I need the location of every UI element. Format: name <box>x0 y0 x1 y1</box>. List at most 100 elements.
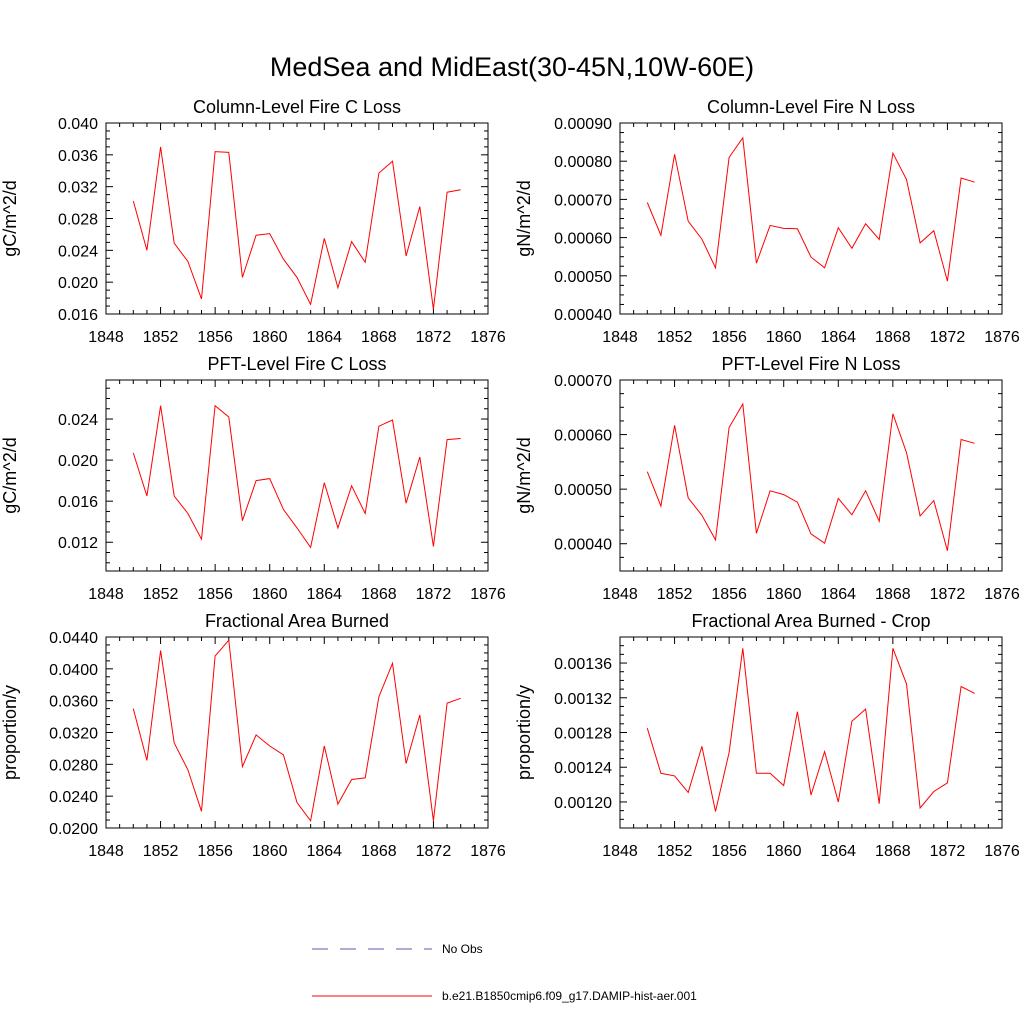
x-tick-label: 1848 <box>602 329 638 346</box>
legend: No Obs b.e21.B1850cmip6.f09_g17.DAMIP-hi… <box>312 942 697 1003</box>
x-tick-label: 1860 <box>766 329 802 346</box>
x-tick-label: 1848 <box>88 843 124 860</box>
x-tick-label: 1852 <box>143 329 179 346</box>
x-tick-label: 1852 <box>657 843 693 860</box>
plot-frame <box>105 379 489 572</box>
x-tick-label: 1864 <box>306 586 342 603</box>
y-tick-label: 0.016 <box>58 307 98 324</box>
x-tick-label: 1868 <box>361 843 397 860</box>
x-tick-label: 1872 <box>416 843 452 860</box>
series-line <box>132 639 461 823</box>
y-tick-label: 0.020 <box>58 453 98 470</box>
x-tick-label: 1876 <box>984 329 1020 346</box>
x-tick-label: 1864 <box>306 329 342 346</box>
x-tick-label: 1868 <box>361 329 397 346</box>
chart-panel: Fractional Area Burned - Crop 1848 1852 185… <box>514 611 1020 860</box>
x-tick-label: 1852 <box>143 586 179 603</box>
y-tick-label: 0.00124 <box>554 760 612 777</box>
y-tick-label: 0.00080 <box>554 154 612 171</box>
x-tick-label: 1868 <box>875 843 911 860</box>
x-tick-label: 1856 <box>197 329 233 346</box>
y-tick-label: 0.012 <box>58 535 98 552</box>
x-tick-label: 1856 <box>197 843 233 860</box>
y-tick-label: 0.024 <box>58 412 98 429</box>
x-tick-label: 1860 <box>252 586 288 603</box>
y-axis-label: gN/m^2/d <box>514 180 534 256</box>
chart-panel: PFT-Level Fire C Loss 1848 1852 1856 1860 186… <box>0 354 506 603</box>
series-line <box>646 136 975 282</box>
y-axis-label: proportion/y <box>0 685 20 780</box>
x-tick-label: 1856 <box>197 586 233 603</box>
series-line <box>132 146 461 310</box>
x-tick-label: 1856 <box>711 586 747 603</box>
y-tick-label: 0.024 <box>58 243 98 260</box>
x-tick-label: 1868 <box>875 329 911 346</box>
x-tick-label: 1856 <box>711 843 747 860</box>
panel-title: Column-Level Fire C Loss <box>193 97 401 117</box>
x-tick-label: 1860 <box>252 843 288 860</box>
chart-panel: PFT-Level Fire N Loss 1848 1852 1856 1860 186… <box>514 354 1020 603</box>
x-tick-label: 1860 <box>252 329 288 346</box>
y-axis-label: gN/m^2/d <box>514 437 534 513</box>
panel-title: PFT-Level Fire C Loss <box>207 354 386 374</box>
x-tick-label: 1860 <box>766 586 802 603</box>
y-tick-label: 0.0280 <box>49 757 98 774</box>
x-tick-label: 1872 <box>416 329 452 346</box>
x-tick-label: 1876 <box>470 329 506 346</box>
series-line <box>646 648 975 812</box>
y-tick-label: 0.00090 <box>554 116 612 133</box>
x-tick-label: 1848 <box>602 586 638 603</box>
y-tick-label: 0.036 <box>58 148 98 165</box>
legend-model-label: b.e21.B1850cmip6.f09_g17.DAMIP-hist-aer.… <box>442 989 697 1003</box>
y-tick-label: 0.00136 <box>554 656 612 673</box>
x-tick-label: 1864 <box>306 843 342 860</box>
panel-title: PFT-Level Fire N Loss <box>721 354 900 374</box>
series-line <box>646 402 975 551</box>
x-tick-label: 1876 <box>470 843 506 860</box>
y-tick-label: 0.00060 <box>554 231 612 248</box>
x-tick-label: 1872 <box>930 843 966 860</box>
y-tick-label: 0.00050 <box>554 269 612 286</box>
y-tick-label: 0.0360 <box>49 694 98 711</box>
x-tick-label: 1872 <box>930 329 966 346</box>
y-tick-label: 0.0440 <box>49 630 98 647</box>
x-tick-label: 1864 <box>820 586 856 603</box>
y-tick-label: 0.028 <box>58 212 98 229</box>
y-tick-label: 0.00070 <box>554 373 612 390</box>
y-tick-label: 0.016 <box>58 494 98 511</box>
x-tick-label: 1872 <box>930 586 966 603</box>
y-tick-label: 0.00050 <box>554 482 612 499</box>
x-tick-label: 1868 <box>361 586 397 603</box>
figure-title: MedSea and MidEast(30-45N,10W-60E) <box>270 52 754 82</box>
y-tick-label: 0.040 <box>58 116 98 133</box>
x-tick-label: 1876 <box>470 586 506 603</box>
panel-title: Fractional Area Burned <box>205 611 389 631</box>
panel-title: Fractional Area Burned - Crop <box>691 611 930 631</box>
x-tick-label: 1876 <box>984 586 1020 603</box>
x-tick-label: 1852 <box>657 586 693 603</box>
y-tick-label: 0.00070 <box>554 192 612 209</box>
x-tick-label: 1856 <box>711 329 747 346</box>
x-tick-label: 1860 <box>766 843 802 860</box>
x-tick-label: 1868 <box>875 586 911 603</box>
y-tick-label: 0.00120 <box>554 795 612 812</box>
legend-obs-label: No Obs <box>442 942 483 956</box>
y-tick-label: 0.00060 <box>554 428 612 445</box>
plot-frame <box>619 122 1003 315</box>
y-tick-label: 0.032 <box>58 180 98 197</box>
chart-panel: Column-Level Fire C Loss 1848 1852 1856 1860… <box>0 97 506 346</box>
x-tick-label: 1852 <box>143 843 179 860</box>
series-line <box>132 404 461 549</box>
y-tick-label: 0.0200 <box>49 821 98 838</box>
y-tick-label: 0.0240 <box>49 789 98 806</box>
x-tick-label: 1864 <box>820 329 856 346</box>
x-tick-label: 1864 <box>820 843 856 860</box>
x-tick-label: 1848 <box>88 586 124 603</box>
panel-title: Column-Level Fire N Loss <box>707 97 915 117</box>
y-axis-label: gC/m^2/d <box>0 180 20 256</box>
chart-panels: Column-Level Fire C Loss 1848 1852 1856 1860… <box>0 97 1020 860</box>
plot-frame <box>619 636 1003 829</box>
y-tick-label: 0.0320 <box>49 726 98 743</box>
chart-panel: Column-Level Fire N Loss 1848 1852 1856 1860… <box>514 97 1020 346</box>
